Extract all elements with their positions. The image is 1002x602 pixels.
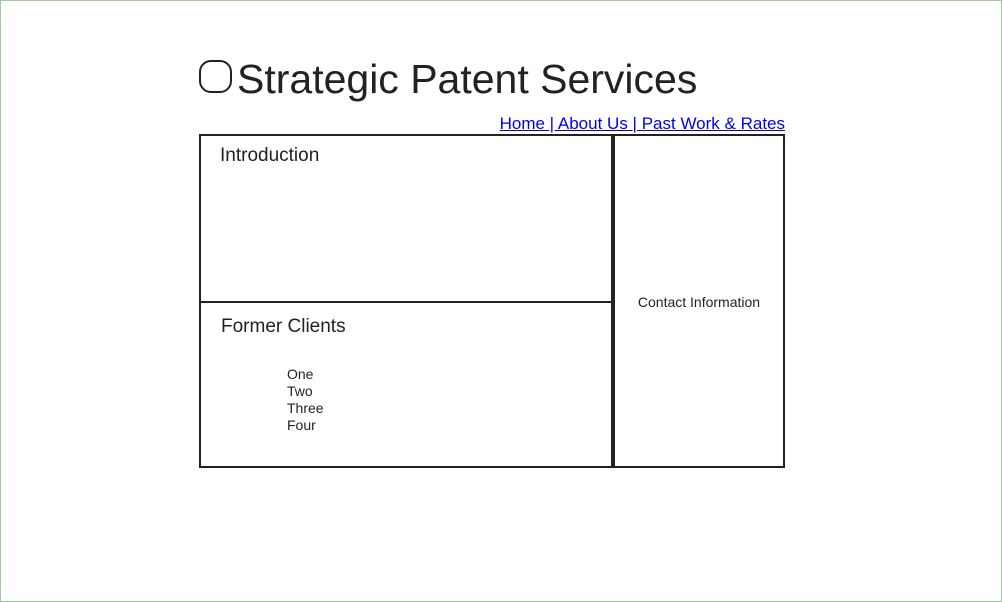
- list-item: Four: [287, 417, 316, 433]
- nav-link-past-work-rates[interactable]: Past Work & Rates: [641, 114, 785, 133]
- contact-information-label: Contact Information: [637, 294, 761, 310]
- list-item: One: [287, 366, 314, 382]
- page-title: Strategic Patent Services: [237, 56, 698, 102]
- former-clients-panel: Former Clients One Two Three Four: [199, 301, 613, 468]
- list-item: Three: [287, 400, 324, 416]
- nav-link-home[interactable]: Home: [499, 114, 545, 133]
- introduction-heading: Introduction: [220, 145, 320, 166]
- introduction-panel: Introduction: [199, 134, 613, 303]
- nav-link-about-us[interactable]: About Us: [557, 114, 628, 133]
- nav-separator: |: [544, 114, 558, 133]
- nav-bar: Home | About Us | Past Work & Rates: [499, 114, 785, 134]
- client-list: One Two Three Four: [287, 366, 324, 434]
- list-item: Two: [287, 383, 313, 399]
- former-clients-heading: Former Clients: [221, 316, 346, 337]
- logo-icon: [199, 60, 232, 93]
- contact-panel: Contact Information: [611, 134, 785, 468]
- nav-separator: |: [627, 114, 642, 133]
